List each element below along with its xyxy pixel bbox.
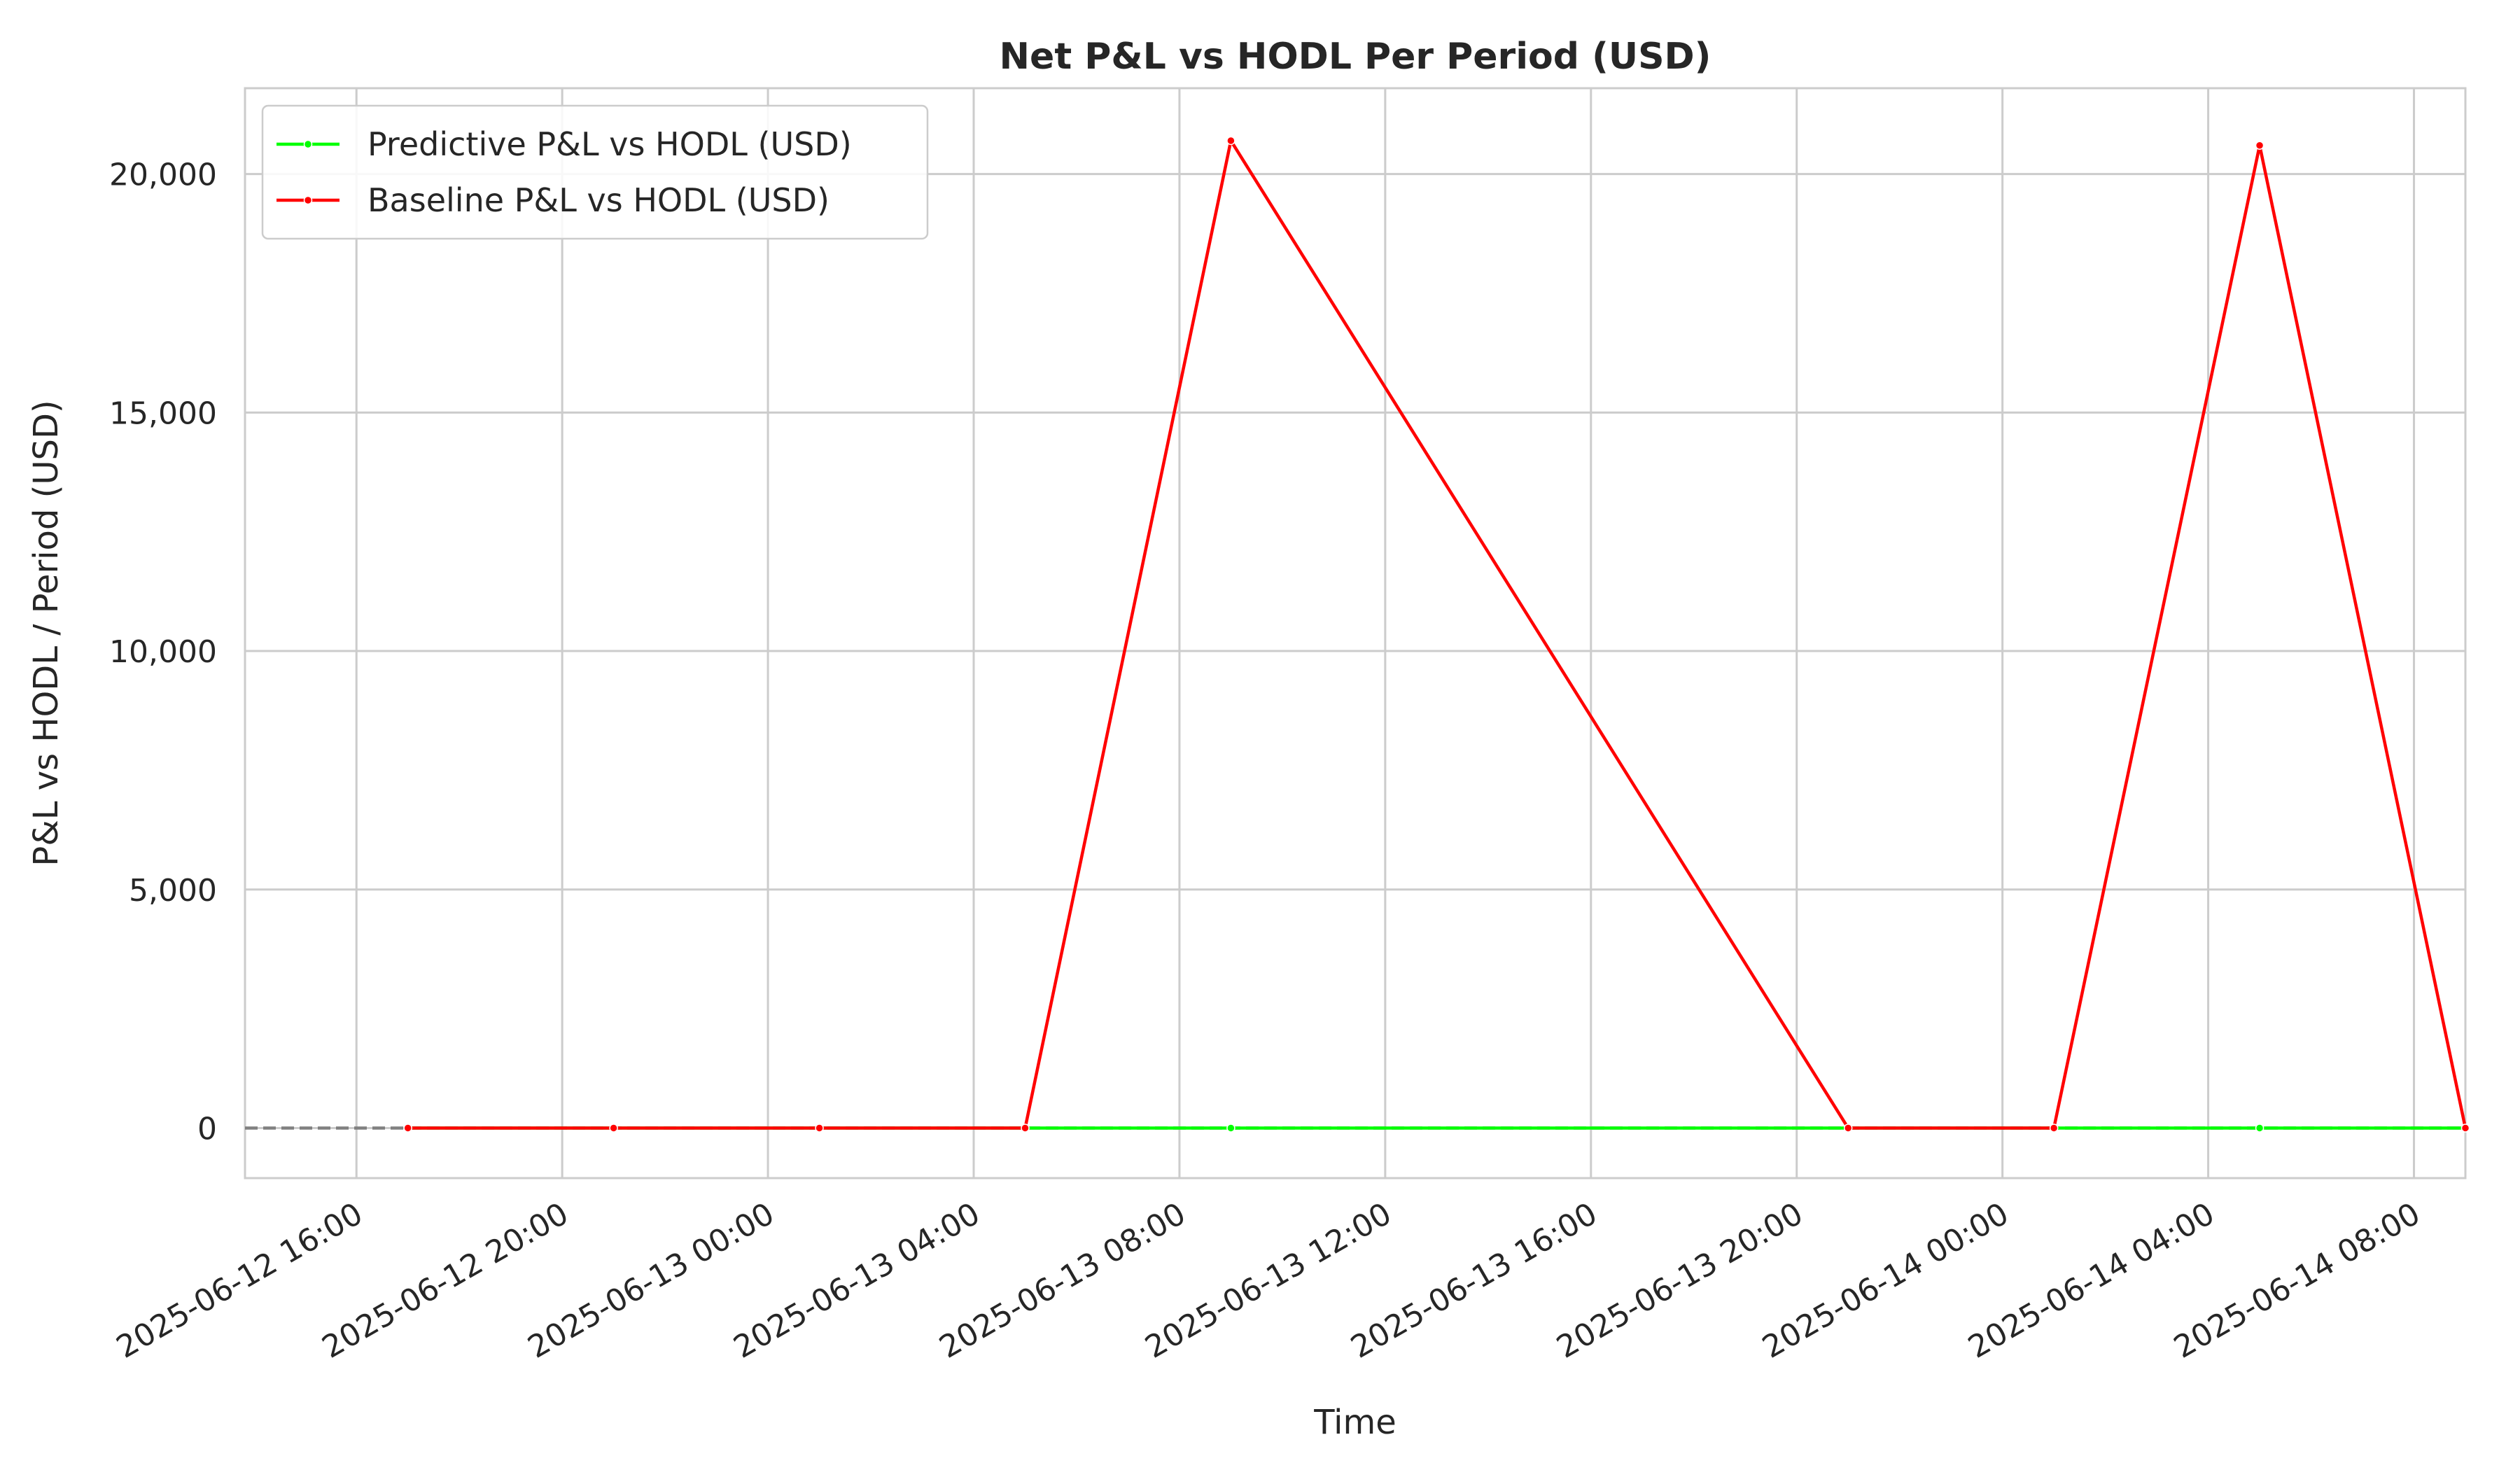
data-point — [2255, 141, 2264, 150]
chart-title: Net P&L vs HODL Per Period (USD) — [1000, 36, 1712, 78]
data-point — [1226, 136, 1236, 146]
legend-item: Predictive P&L vs HODL (USD) — [276, 125, 852, 163]
legend-marker — [303, 139, 313, 149]
data-point — [815, 1124, 824, 1133]
data-point — [609, 1124, 618, 1133]
data-point — [1021, 1124, 1030, 1133]
data-point — [2255, 1124, 2264, 1133]
plot-area-frame — [244, 87, 2467, 1180]
legend-item: Baseline P&L vs HODL (USD) — [276, 181, 830, 219]
y-tick-label: 0 — [197, 1111, 217, 1147]
series-layer — [403, 136, 2470, 1133]
data-point — [1843, 1124, 1853, 1133]
data-point — [2049, 1124, 2059, 1133]
data-point — [2460, 1124, 2470, 1133]
legend-marker — [303, 195, 313, 205]
series-baseline — [403, 136, 2470, 1133]
legend: Predictive P&L vs HODL (USD) Baseline P&L… — [261, 104, 929, 240]
y-tick-label: 20,000 — [109, 158, 217, 193]
y-axis-label: P&L vs HODL / Period (USD) — [27, 400, 66, 866]
x-axis-label: Time — [1313, 1403, 1396, 1442]
legend-label: Predictive P&L vs HODL (USD) — [368, 125, 852, 163]
data-point — [1226, 1124, 1236, 1133]
data-point — [403, 1124, 412, 1133]
legend-label: Baseline P&L vs HODL (USD) — [368, 181, 830, 219]
y-tick-label: 15,000 — [109, 396, 217, 431]
legend-box — [261, 104, 929, 240]
y-tick-label: 5,000 — [129, 873, 217, 909]
y-tick-label: 10,000 — [109, 634, 217, 670]
